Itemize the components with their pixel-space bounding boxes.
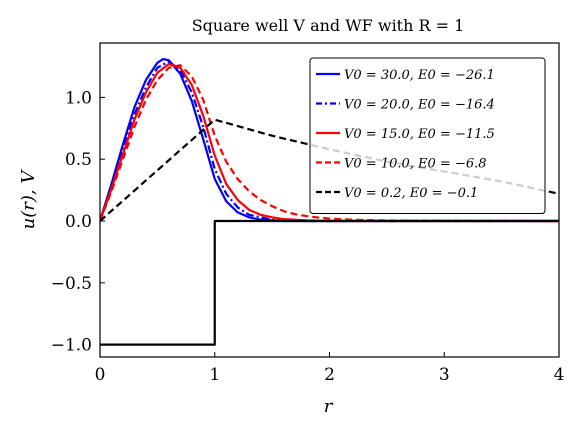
legend-label: V0 = 0.2, E0 = −0.1 <box>344 186 478 201</box>
x-tick-label: 2 <box>324 365 335 385</box>
y-tick-label: 1.0 <box>65 88 92 108</box>
legend: V0 = 30.0, E0 = −26.1 V0 = 20.0, E0 = −16… <box>309 57 546 214</box>
series-line-2 <box>100 62 559 223</box>
legend-box <box>309 57 546 214</box>
legend-label: V0 = 15.0, E0 = −11.5 <box>344 127 495 142</box>
y-tick-label: −1.0 <box>51 336 92 356</box>
series-line-3 <box>100 64 559 223</box>
x-tick-label: 0 <box>95 365 106 385</box>
y-tick-label: 0.5 <box>65 150 92 170</box>
legend-label: V0 = 20.0, E0 = −16.4 <box>344 98 495 113</box>
series-line-5 <box>100 219 559 346</box>
y-tick-label: 0.0 <box>65 212 92 232</box>
axes-layer: 0 1 2 3 4 −1.0 −0.5 0.0 0.5 1.0 <box>51 42 565 385</box>
x-axis-title: r <box>324 396 334 417</box>
legend-label: V0 = 30.0, E0 = −26.1 <box>344 68 495 83</box>
x-tick-label: 3 <box>439 365 450 385</box>
chart-title: Square well V and WF with R = 1 <box>192 16 465 35</box>
legend-label: V0 = 10.0, E0 = −6.8 <box>344 157 487 172</box>
y-tick-label: −0.5 <box>51 274 92 294</box>
x-tick-label: 4 <box>554 365 565 385</box>
y-axis-title: u(r), V <box>18 169 39 230</box>
x-tick-label: 1 <box>209 365 220 385</box>
